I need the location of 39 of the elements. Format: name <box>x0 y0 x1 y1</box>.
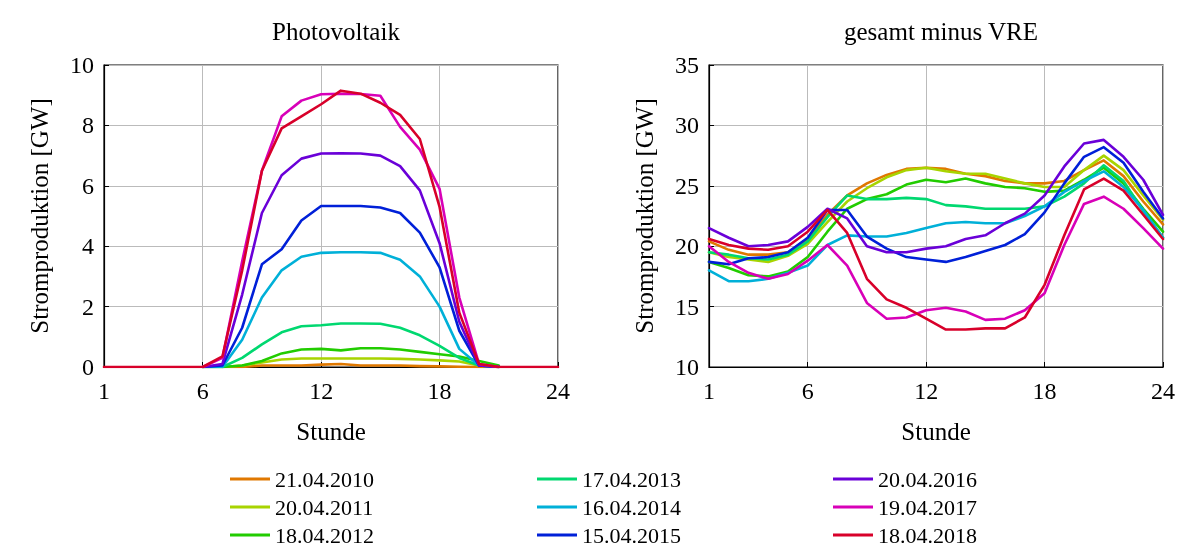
y-tick-label: 2 <box>82 293 94 320</box>
y-tick-label: 15 <box>675 293 699 320</box>
x-axis-title: Stunde <box>901 418 971 445</box>
legend-label: 20.04.2016 <box>878 466 977 492</box>
x-tick-label: 18 <box>1032 378 1057 404</box>
line-series <box>707 177 1165 331</box>
legend-label: 19.04.2017 <box>878 494 977 520</box>
x-tick-label: 24 <box>546 378 570 404</box>
x-tick-label: 6 <box>196 378 209 404</box>
x-axis-title: Stunde <box>296 418 366 445</box>
x-tick-label: 6 <box>801 378 814 404</box>
x-tick-label: 18 <box>427 378 452 404</box>
y-tick-label: 6 <box>82 172 94 199</box>
y-tick-label: 30 <box>675 112 699 139</box>
y-tick-label: 4 <box>82 233 94 260</box>
legend-label: 15.04.2015 <box>582 522 681 548</box>
y-tick-label: 0 <box>82 354 94 380</box>
legend-label: 18.04.2012 <box>275 522 374 548</box>
line-series <box>707 195 1165 322</box>
chart-title: Photovoltaik <box>272 18 401 45</box>
legend-label: 18.04.2018 <box>878 522 977 548</box>
x-tick-label: 1 <box>703 378 715 404</box>
y-tick-label: 35 <box>675 52 699 78</box>
x-tick-label: 24 <box>1151 378 1175 404</box>
x-tick-label: 12 <box>309 378 334 404</box>
legend-label: 21.04.2010 <box>275 466 374 492</box>
y-tick-label: 10 <box>70 52 94 78</box>
legend-label: 16.04.2014 <box>582 494 681 520</box>
y-axis-title: Stromproduktion [GW] <box>26 98 53 334</box>
y-tick-label: 10 <box>675 354 699 380</box>
y-axis-title: Stromproduktion [GW] <box>631 98 658 334</box>
chart-title: gesamt minus VRE <box>844 18 1038 45</box>
y-tick-label: 25 <box>675 172 699 199</box>
legend-label: 20.04.2011 <box>275 494 374 520</box>
x-tick-label: 12 <box>914 378 939 404</box>
x-tick-label: 1 <box>98 378 110 404</box>
y-tick-label: 20 <box>675 233 699 260</box>
y-tick-label: 8 <box>82 112 94 139</box>
legend-label: 17.04.2013 <box>582 466 681 492</box>
